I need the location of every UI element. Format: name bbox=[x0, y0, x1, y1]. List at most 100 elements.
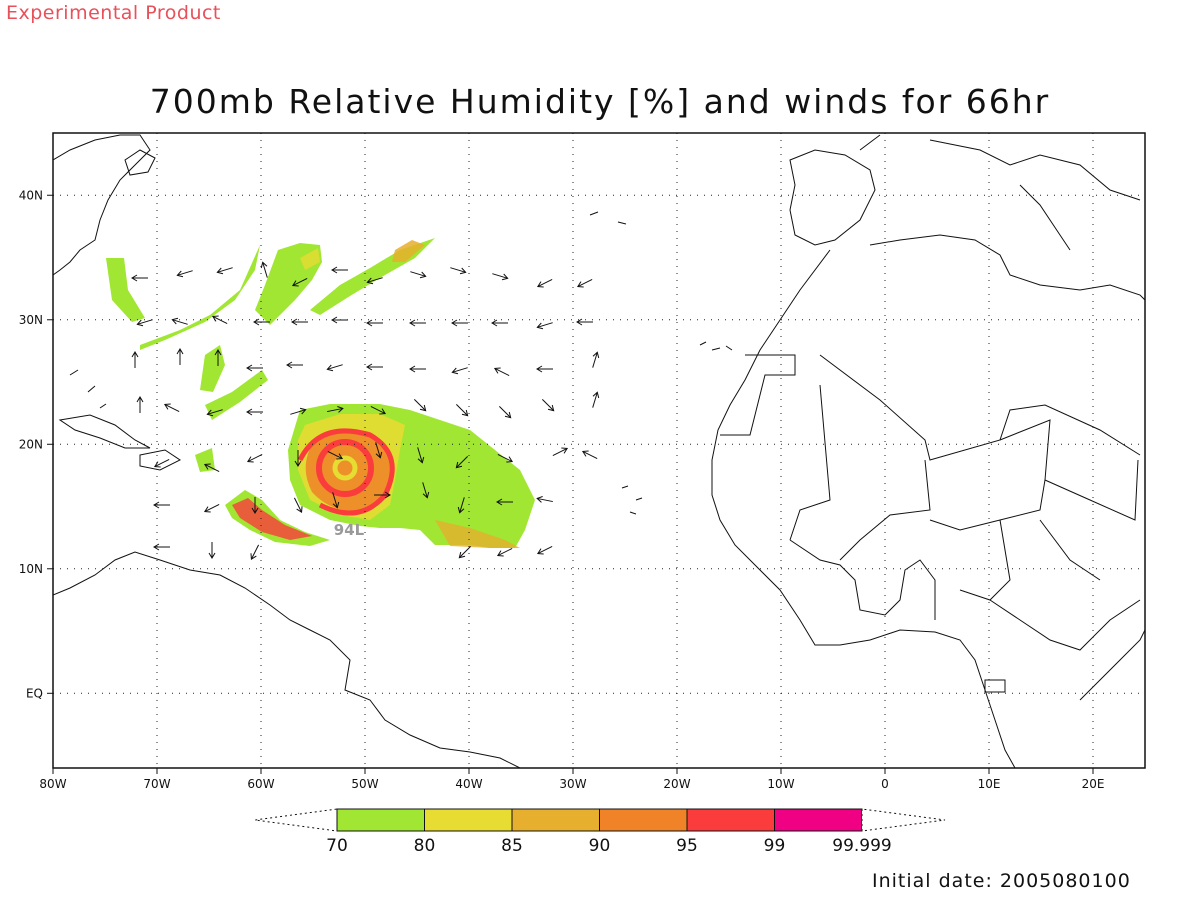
wind-arrow bbox=[409, 319, 426, 327]
experimental-product-tag: Experimental Product bbox=[6, 2, 221, 24]
coast-bahamas bbox=[69, 369, 107, 409]
wind-arrow bbox=[374, 491, 391, 499]
wind-arrow bbox=[208, 542, 216, 559]
wind-arrow bbox=[260, 261, 268, 278]
colorbar-swatch bbox=[424, 808, 513, 832]
wind-arrow bbox=[498, 405, 512, 419]
wind-arrow bbox=[327, 450, 344, 460]
wind-arrow bbox=[370, 405, 387, 415]
wind-arrow bbox=[291, 318, 308, 326]
x-tick-label: 80W bbox=[39, 777, 66, 791]
coast-central-south-america bbox=[53, 551, 521, 768]
wind-arrow bbox=[214, 349, 222, 366]
humidity-streak-6 bbox=[200, 345, 225, 392]
wind-arrow bbox=[422, 482, 430, 499]
wind-arrow bbox=[206, 409, 223, 417]
x-tick-label: 60W bbox=[247, 777, 274, 791]
wind-arrow bbox=[552, 447, 569, 457]
wind-arrow bbox=[203, 503, 220, 513]
wind-arrow bbox=[136, 319, 153, 327]
wind-arrow bbox=[131, 274, 148, 282]
wind-arrow bbox=[491, 319, 508, 327]
wind-arrow bbox=[250, 544, 260, 561]
wind-arrow bbox=[536, 495, 553, 503]
map-title: 700mb Relative Humidity [%] and winds fo… bbox=[149, 82, 1051, 121]
storm-eye-ring bbox=[316, 439, 374, 497]
x-tick-label: 0 bbox=[881, 777, 889, 791]
colorbar-swatch bbox=[336, 808, 425, 832]
storm-label-94l: 94L bbox=[334, 521, 365, 539]
wind-arrow bbox=[171, 317, 188, 325]
humidity-field bbox=[106, 238, 535, 548]
coast-newfoundland bbox=[124, 149, 156, 176]
wind-arrow bbox=[410, 271, 427, 279]
coast-cape-verde bbox=[621, 485, 643, 515]
coast-azores bbox=[589, 211, 627, 225]
wind-arrow bbox=[497, 453, 514, 463]
wind-arrow bbox=[246, 408, 263, 416]
wind-arrow bbox=[536, 322, 553, 330]
coast-north-america bbox=[53, 134, 151, 276]
wind-arrow bbox=[176, 348, 184, 365]
x-tick-label: 40W bbox=[455, 777, 482, 791]
wind-arrow bbox=[451, 367, 468, 375]
wind-arrow bbox=[326, 364, 343, 372]
wind-arrow bbox=[366, 319, 383, 327]
humidity-streak-2 bbox=[140, 245, 260, 350]
coast-cuba bbox=[58, 414, 151, 449]
wind-arrow bbox=[163, 403, 180, 413]
y-tick-label: EQ bbox=[26, 686, 43, 700]
x-tick-label: 20E bbox=[1082, 777, 1105, 791]
coast-africa bbox=[711, 234, 1145, 768]
humidity-shade-85 bbox=[435, 520, 520, 548]
wind-arrow bbox=[332, 492, 340, 509]
humidity-streak-9 bbox=[300, 248, 320, 270]
x-tick-label: 70W bbox=[143, 777, 170, 791]
humidity-streak-5 bbox=[392, 240, 425, 262]
colorbar-swatch bbox=[686, 808, 775, 832]
wind-arrow bbox=[331, 266, 348, 274]
wind-arrow bbox=[291, 277, 308, 287]
wind-arrow bbox=[290, 407, 307, 415]
y-tick-label: 40N bbox=[19, 188, 43, 202]
wind-arrow bbox=[216, 267, 233, 275]
humidity-streak-1 bbox=[106, 258, 145, 322]
colorbar-swatch bbox=[511, 808, 600, 832]
wind-arrow bbox=[536, 365, 553, 373]
colorbar: 70 80 85 90 95 99 99.999 bbox=[254, 808, 946, 856]
wind-arrow bbox=[592, 351, 600, 368]
wind-arrow bbox=[455, 403, 469, 417]
coast-hispaniola bbox=[139, 449, 181, 471]
colorbar-label: 80 bbox=[414, 836, 436, 856]
wind-arrow bbox=[176, 270, 193, 278]
border-central-africa bbox=[989, 519, 1141, 651]
coastlines bbox=[53, 134, 1145, 768]
colorbar-low-extension bbox=[254, 808, 338, 832]
wind-arrow bbox=[327, 405, 344, 413]
colorbar-label: 95 bbox=[676, 836, 698, 856]
wind-arrow bbox=[576, 278, 593, 288]
wind-arrow bbox=[536, 545, 553, 555]
wind-arrow bbox=[366, 277, 383, 285]
wind-arrow bbox=[496, 498, 513, 506]
border-gabon bbox=[984, 679, 1006, 693]
border-mauritania bbox=[720, 354, 796, 436]
colorbar-label: 99 bbox=[764, 836, 786, 856]
coast-iberia bbox=[789, 149, 876, 246]
y-axis-ticks: 40N 30N 20N 10N EQ bbox=[19, 188, 53, 700]
wind-arrow bbox=[493, 367, 510, 377]
wind-arrow bbox=[286, 361, 303, 369]
wind-arrow bbox=[246, 364, 263, 372]
border-mali bbox=[789, 384, 931, 561]
initial-date-label: Initial date: 2005080100 bbox=[872, 870, 1131, 892]
wind-arrow bbox=[203, 463, 220, 473]
wind-arrow bbox=[496, 547, 513, 557]
storm-eye bbox=[332, 455, 358, 481]
colorbar-label: 70 bbox=[326, 836, 348, 856]
y-tick-label: 10N bbox=[19, 562, 43, 576]
colorbar-high-extension bbox=[861, 808, 946, 832]
border-west-africa bbox=[789, 539, 936, 620]
x-tick-label: 30W bbox=[559, 777, 586, 791]
wind-arrow bbox=[293, 497, 303, 514]
wind-arrow bbox=[536, 278, 553, 288]
